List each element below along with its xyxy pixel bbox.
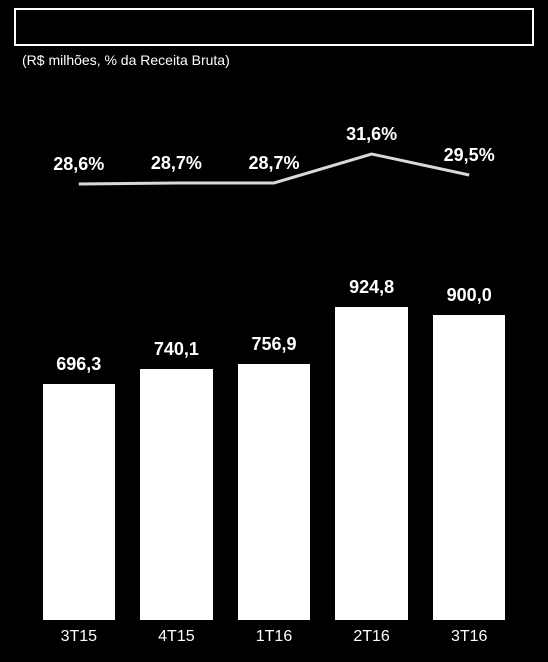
line-value-label: 28,7%: [128, 153, 226, 174]
bar-value-label: 696,3: [30, 354, 128, 375]
x-axis-label: 1T16: [225, 628, 323, 646]
bar: [335, 306, 407, 620]
bar: [43, 383, 115, 620]
bar: [238, 363, 310, 620]
chart-area: 696,3 28,6% 740,1 28,7% 756,9 28,7% 924,8 31,6%…: [30, 120, 518, 620]
subtitle: (R$ milhões, % da Receita Bruta): [22, 52, 230, 68]
bar-value-label: 756,9: [225, 334, 323, 355]
bar-value-label: 900,0: [420, 285, 518, 306]
bar-value-label: 740,1: [128, 339, 226, 360]
line-value-label: 28,6%: [30, 154, 128, 175]
x-axis-label: 2T16: [323, 628, 421, 646]
x-axis-label: 3T16: [420, 628, 518, 646]
x-axis-label: 3T15: [30, 628, 128, 646]
bar: [140, 368, 212, 620]
title-box: [14, 8, 534, 46]
bar-value-label: 924,8: [323, 277, 421, 298]
x-axis-label: 4T15: [128, 628, 226, 646]
line-value-label: 29,5%: [420, 145, 518, 166]
line-value-label: 28,7%: [225, 153, 323, 174]
bar: [433, 314, 505, 620]
line-value-label: 31,6%: [323, 124, 421, 145]
